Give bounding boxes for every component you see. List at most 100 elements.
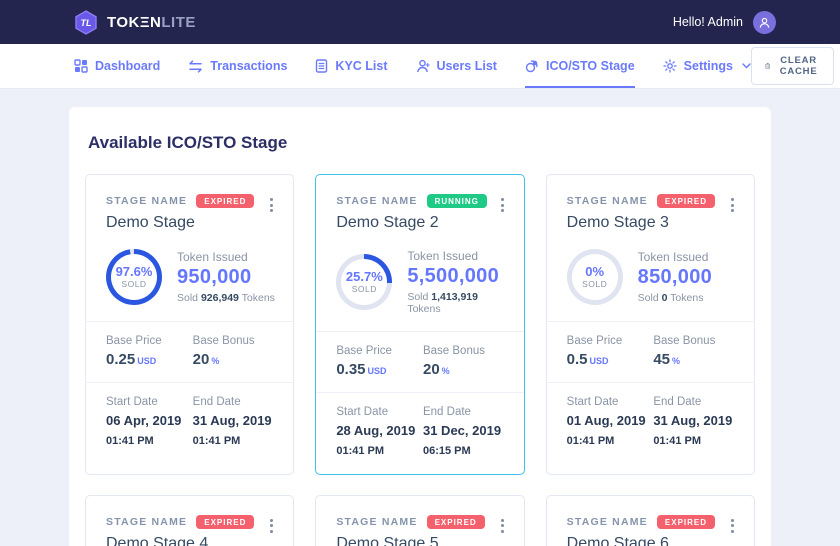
stage-name-label: STAGE NAME [106,195,188,207]
start-date-value: 01 Aug, 2019 01:41 PM [566,413,646,447]
base-price-label: Base Price [106,335,162,347]
sold-tokens-line: Sold 926,949 Tokens [177,292,275,304]
status-badge: RUNNING [426,194,487,208]
main-nav: Dashboard Transactions KYC List Users Li… [0,44,840,88]
stage-name-label: STAGE NAME [566,195,648,207]
chevron-down-icon [742,63,751,69]
stage-name-label: STAGE NAME [566,515,648,528]
base-bonus-label: Base Bonus [422,345,485,357]
base-price-value: 0.5 USD [566,351,609,368]
stage-card[interactable]: STAGE NAME RUNNING Demo Stage 2 25.7% SO… [315,174,525,475]
base-bonus-label: Base Bonus [192,335,255,347]
start-date-label: Start Date [336,406,389,418]
token-issued-label: Token Issued [177,250,248,264]
end-date-label: End Date [192,396,241,408]
nav-item-dashboard[interactable]: Dashboard [74,44,160,88]
main-content: Available ICO/STO Stage STAGE NAME EXPIR… [0,88,840,546]
start-date-label: Start Date [566,396,619,408]
sold-percent: 0% [585,263,605,279]
base-bonus-value: 20% [422,361,450,378]
start-date-value: 28 Aug, 2019 01:41 PM [336,423,416,457]
progress-ring: 97.6% SOLD [106,249,162,305]
stage-card[interactable]: STAGE NAME EXPIRED Demo Stage 5 0% SOLD … [315,494,525,546]
stage-title: Demo Stage 6 [566,534,669,546]
person-icon [759,17,770,28]
nav-items: Dashboard Transactions KYC List Users Li… [74,44,751,88]
kebab-menu-icon[interactable] [725,194,740,216]
user-icon [416,59,430,73]
tokenlite-logo-icon: TL [75,9,97,35]
status-badge: EXPIRED [656,194,716,208]
sold-tokens-value: 926,949 [200,292,239,304]
stage-name-label: STAGE NAME [336,195,418,207]
page-title: Available ICO/STO Stage [88,133,288,152]
stage-card[interactable]: STAGE NAME EXPIRED Demo Stage 6 0% SOLD … [545,494,755,546]
kebab-menu-icon[interactable] [264,194,279,216]
status-badge: EXPIRED [426,514,485,529]
nav-item-transactions[interactable]: Transactions [188,44,287,88]
status-badge: EXPIRED [196,514,255,529]
base-price-label: Base Price [566,335,623,347]
nav-item-users-list[interactable]: Users List [416,44,497,88]
status-badge: EXPIRED [656,514,716,529]
stage-card[interactable]: STAGE NAME EXPIRED Demo Stage 4 0% SOLD … [85,494,295,546]
token-issued-value: 950,000 [177,266,252,288]
base-bonus-value: 20% [192,351,220,368]
content-panel: Available ICO/STO Stage STAGE NAME EXPIR… [69,107,771,546]
exchange-icon [189,59,203,73]
sold-tokens-line: Sold 1,413,919 Tokens [407,291,478,315]
token-issued-value: 5,500,000 [407,265,500,287]
percent-unit: % [441,366,450,376]
base-price-label: Base Price [336,345,392,357]
sold-percent: 25.7% [345,268,383,284]
base-price-value: 0.35 USD [336,361,387,378]
clear-cache-button[interactable]: CLEAR CACHE [750,47,834,85]
stage-title: Demo Stage 3 [566,214,669,231]
grid-icon [74,59,88,73]
percent-unit: % [672,356,681,366]
sold-word-label: SOLD [582,279,608,290]
progress-ring: 0% SOLD [566,249,623,305]
user-greeting: Hello! Admin [672,15,743,29]
nav-label: Users List [436,59,497,73]
kebab-menu-icon[interactable] [264,515,279,537]
sold-tokens-value: 0 [661,292,668,304]
brand-logo[interactable]: TL TOKΞNLITE [74,9,196,35]
stage-card[interactable]: STAGE NAME EXPIRED Demo Stage 3 0% SOLD … [545,174,755,475]
start-date-label: Start Date [106,396,158,408]
end-date-value: 31 Aug, 2019 01:41 PM [192,413,272,447]
currency-unit: USD [589,356,609,366]
kebab-menu-icon[interactable] [725,515,740,537]
stage-name-label: STAGE NAME [106,515,188,528]
document-icon [316,59,328,73]
nav-label: ICO/STO Stage [545,59,635,73]
nav-item-settings[interactable]: Settings [663,44,751,88]
end-date-label: End Date [653,396,702,408]
clear-cache-label: CLEAR CACHE [779,55,818,77]
token-issued-label: Token Issued [407,249,479,263]
currency-unit: USD [367,366,387,376]
kebab-menu-icon[interactable] [495,515,510,537]
base-price-value: 0.25 USD [106,351,157,368]
kebab-menu-icon[interactable] [495,194,510,216]
stage-name-label: STAGE NAME [336,515,418,528]
sold-word-label: SOLD [121,279,147,290]
end-date-value: 31 Dec, 2019 06:15 PM [422,423,502,457]
sold-tokens-value: 1,413,919 [431,291,478,303]
base-bonus-value: 45% [653,351,681,368]
sold-word-label: SOLD [351,284,377,295]
user-avatar[interactable] [753,10,776,34]
stage-grid: STAGE NAME EXPIRED Demo Stage 97.6% SOLD… [85,174,755,546]
stage-title: Demo Stage 4 [106,534,209,546]
brand-name: TOKΞNLITE [107,13,196,31]
sold-tokens-line: Sold 0 Tokens [637,292,704,304]
top-header: TL TOKΞNLITE Hello! Admin [0,0,840,44]
gear-icon [663,59,677,73]
token-issued-value: 850,000 [637,266,713,288]
sold-percent: 97.6% [115,263,153,279]
nav-item-kyc-list[interactable]: KYC List [315,44,388,88]
start-date-value: 06 Apr, 2019 01:41 PM [106,413,182,447]
nav-item-ico-sto-stage[interactable]: ICO/STO Stage [524,44,635,88]
percent-unit: % [211,356,220,366]
stage-card[interactable]: STAGE NAME EXPIRED Demo Stage 97.6% SOLD… [85,174,295,475]
